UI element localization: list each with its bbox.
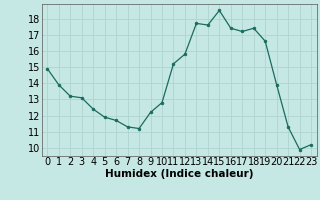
X-axis label: Humidex (Indice chaleur): Humidex (Indice chaleur) [105, 169, 253, 179]
